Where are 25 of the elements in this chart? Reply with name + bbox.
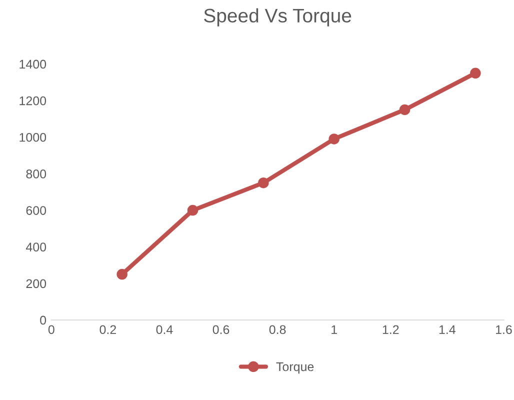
x-tick-label: 0 [48, 325, 54, 334]
point [470, 68, 481, 79]
point [116, 268, 128, 280]
point [258, 177, 269, 188]
point [399, 104, 410, 116]
y-tick-label: 200 [26, 279, 46, 288]
x-tick-label: 1.4 [439, 325, 456, 334]
y-tick-label: 1000 [20, 132, 46, 142]
x-tick-label: 0.8 [269, 325, 286, 334]
point [328, 134, 340, 144]
x-tick-label: 0.6 [212, 325, 230, 334]
y-tick-label: 0 [40, 316, 46, 325]
x-tick-label: 0.2 [100, 325, 116, 334]
y-tick-label: 1200 [20, 96, 46, 106]
x-tick-label: 1 [332, 325, 337, 334]
y-tick-label: 600 [26, 206, 46, 215]
point [187, 204, 198, 216]
y-tick-label: 400 [26, 242, 46, 252]
y-tick-label: 1400 [20, 60, 46, 69]
legend-label: Torque [276, 362, 314, 374]
x-tick-label: 0.4 [156, 325, 173, 334]
y-tick-label: 800 [26, 170, 46, 178]
chart-title: Speed Vs Torque [204, 8, 352, 26]
x-tick-label: 1.6 [496, 325, 512, 334]
x-tick-label: 1.2 [382, 325, 399, 334]
